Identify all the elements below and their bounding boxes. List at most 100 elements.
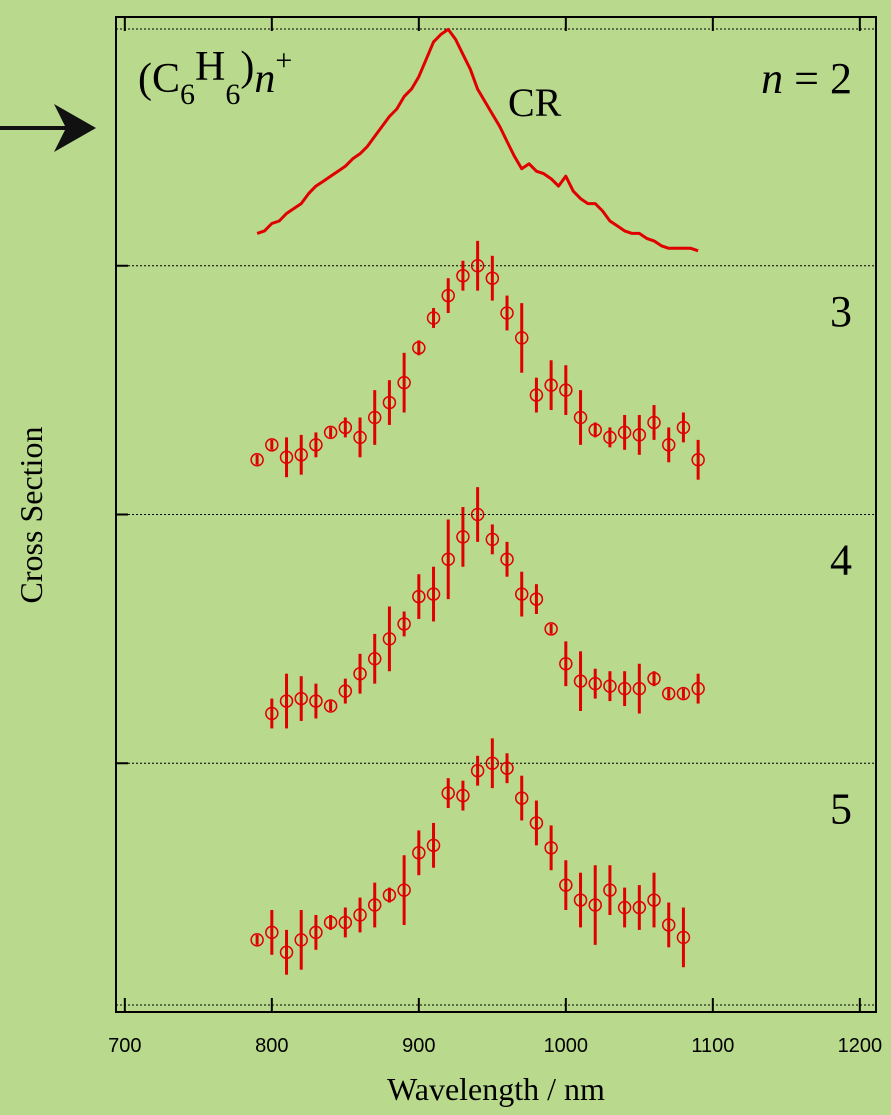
data-point bbox=[397, 883, 411, 897]
data-point bbox=[250, 453, 264, 467]
data-point bbox=[632, 900, 647, 915]
data-point bbox=[603, 883, 617, 897]
data-point bbox=[367, 652, 382, 666]
data-point bbox=[353, 430, 367, 445]
data-point bbox=[323, 425, 338, 440]
data-point bbox=[691, 681, 705, 696]
data-point bbox=[588, 423, 602, 437]
data-point bbox=[588, 676, 602, 691]
x-tick-label: 900 bbox=[402, 1035, 435, 1057]
y-axis-label: Cross Section bbox=[13, 427, 49, 604]
formula-part: n bbox=[254, 56, 275, 102]
x-tick-label: 1200 bbox=[838, 1035, 883, 1057]
data-point bbox=[323, 699, 338, 713]
data-point bbox=[456, 268, 470, 283]
data-point bbox=[470, 507, 485, 522]
data-point bbox=[382, 395, 397, 410]
data-point bbox=[294, 691, 308, 706]
data-point bbox=[691, 453, 705, 467]
data-point bbox=[338, 420, 353, 435]
data-point bbox=[382, 888, 397, 902]
data-point bbox=[661, 918, 676, 932]
data-point bbox=[309, 694, 323, 708]
data-point bbox=[514, 587, 529, 601]
x-tick-label: 700 bbox=[108, 1035, 141, 1057]
data-point bbox=[265, 438, 279, 452]
data-point bbox=[514, 791, 529, 805]
formula-part: 6 bbox=[180, 78, 195, 111]
data-point bbox=[559, 657, 573, 671]
data-point bbox=[500, 552, 514, 567]
data-point bbox=[559, 383, 573, 397]
data-point bbox=[441, 288, 455, 303]
data-point bbox=[250, 933, 264, 947]
data-point bbox=[323, 915, 338, 930]
data-point bbox=[632, 681, 647, 696]
x-tick-label: 1000 bbox=[544, 1035, 589, 1057]
data-point bbox=[412, 846, 426, 860]
data-point bbox=[279, 694, 294, 708]
data-point bbox=[529, 816, 544, 830]
data-point bbox=[397, 375, 411, 390]
data-point bbox=[279, 945, 294, 960]
data-point bbox=[500, 761, 514, 775]
data-point bbox=[309, 438, 323, 452]
data-point bbox=[367, 410, 382, 425]
data-point bbox=[485, 271, 500, 285]
formula-part: H bbox=[195, 44, 225, 90]
data-line bbox=[256, 27, 699, 253]
data-point bbox=[265, 706, 279, 721]
data-point bbox=[353, 908, 367, 922]
panel-label: 4 bbox=[830, 536, 852, 585]
data-point bbox=[265, 925, 279, 940]
arrow bbox=[0, 104, 96, 152]
formula-part: (C bbox=[138, 56, 180, 102]
data-point bbox=[529, 592, 544, 606]
data-point bbox=[617, 900, 632, 915]
panel-label: n = 2 bbox=[761, 54, 852, 103]
data-point bbox=[632, 428, 647, 442]
data-point bbox=[426, 838, 441, 853]
data-point bbox=[279, 450, 294, 465]
data-point bbox=[426, 587, 441, 601]
data-point bbox=[573, 893, 588, 907]
data-point bbox=[573, 674, 588, 688]
data-point bbox=[676, 686, 691, 701]
panel-label: 5 bbox=[830, 784, 852, 833]
formula: (C6H6)n+ bbox=[138, 44, 292, 111]
data-point bbox=[412, 341, 426, 355]
data-point bbox=[603, 679, 617, 693]
x-axis-label: Wavelength / nm bbox=[387, 1071, 605, 1107]
data-point bbox=[514, 331, 529, 345]
data-point bbox=[367, 898, 382, 912]
data-point bbox=[470, 763, 485, 778]
formula-part: 6 bbox=[225, 78, 240, 111]
data-point bbox=[412, 589, 426, 604]
data-point bbox=[338, 915, 353, 930]
data-point bbox=[500, 306, 514, 320]
data-point bbox=[559, 878, 573, 892]
data-point bbox=[617, 681, 632, 696]
data-point bbox=[661, 438, 676, 452]
data-point bbox=[544, 841, 558, 855]
x-tick-label: 1100 bbox=[691, 1035, 734, 1057]
data-point bbox=[661, 686, 676, 701]
data-point bbox=[676, 420, 691, 435]
data-point bbox=[441, 552, 455, 567]
data-point bbox=[294, 448, 308, 462]
data-point bbox=[544, 378, 558, 392]
data-point bbox=[441, 786, 455, 800]
annotation: CR bbox=[508, 80, 562, 125]
data-point bbox=[573, 410, 588, 425]
data-point bbox=[603, 430, 617, 445]
data-point bbox=[647, 671, 661, 686]
formula-part: + bbox=[275, 44, 292, 77]
data-point bbox=[529, 388, 544, 402]
data-point bbox=[353, 666, 367, 681]
data-point bbox=[676, 930, 691, 945]
data-point bbox=[470, 259, 485, 273]
data-point bbox=[544, 622, 558, 636]
